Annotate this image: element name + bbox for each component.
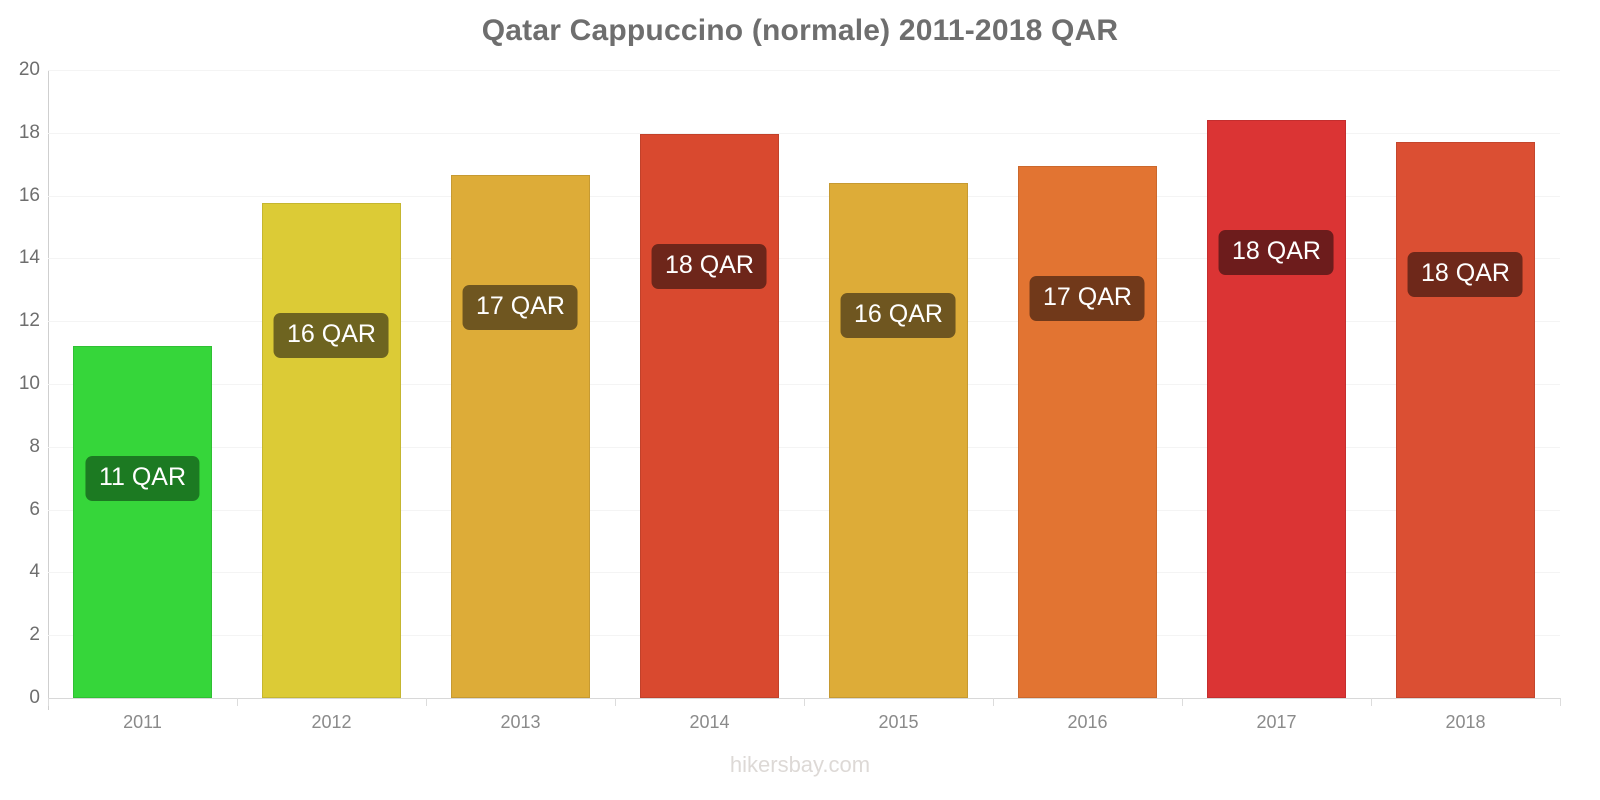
plot-area: 11 QAR 16 QAR 17 QAR 18 QAR 16 QAR 17 QAR 18 Q… bbox=[48, 70, 1560, 699]
y-axis-tick-label: 18 bbox=[18, 121, 40, 143]
x-axis-tick-mark bbox=[237, 698, 238, 706]
bar-group: 11 QAR bbox=[73, 70, 212, 698]
bar-group: 16 QAR bbox=[829, 70, 968, 698]
x-axis-tick-label-2016: 2016 bbox=[1067, 712, 1108, 732]
bar-group: 18 QAR bbox=[1396, 70, 1535, 698]
y-axis-tick-label: 6 bbox=[29, 498, 40, 520]
y-axis-tick-label: 10 bbox=[18, 373, 40, 394]
bar-group: 16 QAR bbox=[262, 70, 401, 698]
gridline bbox=[48, 70, 1560, 71]
bar-value-label: 16 QAR bbox=[841, 293, 956, 339]
bar-group: 17 QAR bbox=[1018, 70, 1157, 698]
x-axis-tick-mark bbox=[426, 698, 427, 706]
bar-2017[interactable] bbox=[1207, 120, 1346, 698]
x-axis-tick-mark bbox=[993, 698, 994, 706]
bar-value-label: 18 QAR bbox=[1219, 230, 1334, 276]
x-axis-tick-mark bbox=[1182, 698, 1183, 706]
bar-value-label: 18 QAR bbox=[652, 244, 767, 290]
y-axis-line bbox=[48, 70, 49, 710]
x-axis-tick-mark bbox=[1560, 698, 1561, 706]
bar-2012[interactable] bbox=[262, 203, 401, 698]
bar-group: 17 QAR bbox=[451, 70, 590, 698]
bar-value-label: 16 QAR bbox=[274, 313, 389, 359]
gridline bbox=[48, 509, 1560, 511]
x-axis-tick-label-2014: 2014 bbox=[689, 712, 730, 732]
bar-value-label: 11 QAR bbox=[85, 456, 200, 502]
bar-group: 18 QAR bbox=[640, 70, 779, 698]
bar-2013[interactable] bbox=[451, 175, 590, 698]
y-axis-tick-label: 12 bbox=[18, 310, 40, 332]
bar-group: 18 QAR bbox=[1207, 70, 1346, 698]
bar-2018[interactable] bbox=[1396, 142, 1535, 698]
gridline bbox=[48, 321, 1560, 323]
gridline bbox=[48, 384, 1560, 385]
y-axis-tick-label: 0 bbox=[29, 687, 40, 708]
x-axis-tick-label-2012: 2012 bbox=[311, 712, 352, 732]
bar-2014[interactable] bbox=[640, 134, 779, 698]
x-axis-tick-label-2017: 2017 bbox=[1256, 712, 1297, 732]
y-axis-tick-label: 20 bbox=[18, 59, 40, 80]
x-axis-tick-label-2015: 2015 bbox=[878, 712, 919, 732]
y-axis-tick-label: 8 bbox=[29, 435, 40, 457]
bar-2015[interactable] bbox=[829, 183, 968, 698]
gridline bbox=[48, 132, 1560, 134]
bar-value-label: 17 QAR bbox=[463, 285, 578, 331]
y-axis-tick-label: 14 bbox=[18, 247, 40, 269]
gridline bbox=[48, 258, 1560, 260]
bar-2016[interactable] bbox=[1018, 165, 1157, 698]
gridline bbox=[48, 446, 1560, 448]
bar-2011[interactable] bbox=[73, 346, 212, 698]
x-axis-tick-mark bbox=[48, 698, 49, 706]
bar-value-label: 18 QAR bbox=[1408, 252, 1523, 298]
footer-watermark: hikersbay.com bbox=[729, 752, 871, 777]
x-axis-tick-mark bbox=[1371, 698, 1372, 706]
x-axis-tick-label-2013: 2013 bbox=[500, 712, 541, 732]
x-axis-tick-label-2018: 2018 bbox=[1445, 712, 1486, 732]
bar-value-label: 17 QAR bbox=[1030, 275, 1145, 321]
x-axis-tick-mark bbox=[615, 698, 616, 706]
x-axis-tick-mark bbox=[804, 698, 805, 706]
x-axis-tick-label-2011: 2011 bbox=[123, 712, 162, 732]
y-axis-tick-label: 16 bbox=[18, 184, 40, 206]
gridline bbox=[48, 635, 1560, 637]
gridline bbox=[48, 195, 1560, 197]
y-axis-tick-label: 4 bbox=[29, 561, 40, 583]
gridline bbox=[48, 572, 1560, 574]
chart-title: Qatar Cappuccino (normale) 2011-2018 QAR bbox=[481, 14, 1119, 47]
y-axis-tick-label: 2 bbox=[29, 624, 40, 646]
